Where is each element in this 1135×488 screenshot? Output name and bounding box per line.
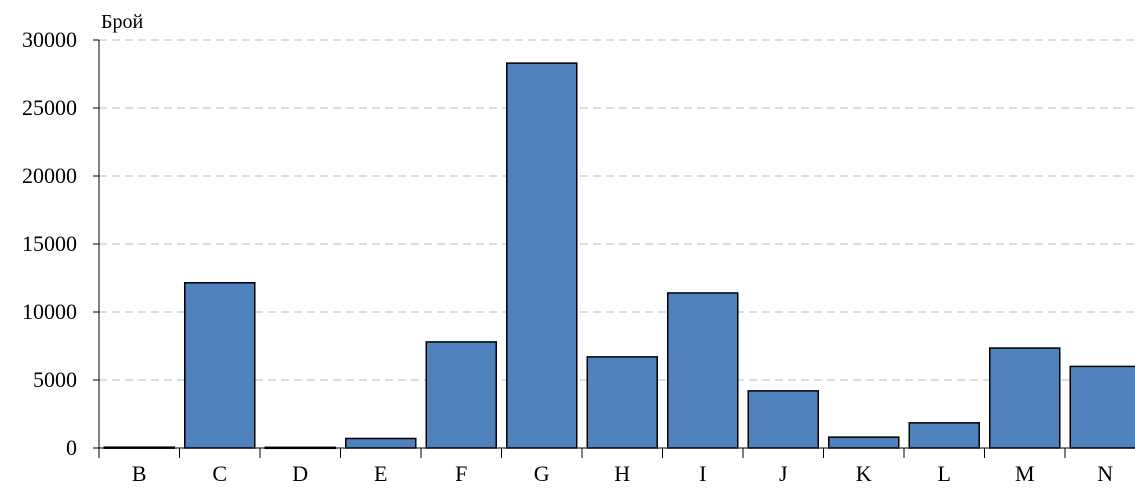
bar-G [506,62,578,449]
x-tick-label: E [374,461,387,486]
y-tick-label: 20000 [22,163,77,188]
x-tick-label: N [1097,461,1113,486]
x-tick-label: J [779,461,788,486]
y-tick-label: 0 [66,435,77,460]
x-tick-label: M [1015,461,1035,486]
gridlines [99,39,1135,381]
bar-E [345,437,417,449]
bar-C [184,282,256,449]
bar-I [667,292,739,449]
bar-L [908,422,980,449]
y-axis-label: Брой [101,11,143,33]
bars [103,62,1135,450]
y-tick-label: 15000 [22,231,77,256]
bar-H [586,356,658,449]
x-tick-label: D [292,461,308,486]
bar-F [425,341,497,449]
y-ticks: 0 5000 10000 15000 20000 25000 30000 [22,27,99,460]
x-tick-label: H [614,461,630,486]
y-tick-label: 10000 [22,299,77,324]
bar-M [989,347,1061,449]
bar-K [828,436,900,449]
y-tick-label: 5000 [33,367,77,392]
y-tick-label: 30000 [22,27,77,52]
x-ticks: B C D E F G H I J K L M N [98,448,1113,486]
x-tick-label: C [212,461,227,486]
x-tick-label: L [938,461,951,486]
x-tick-label: K [856,461,872,486]
x-tick-label: F [455,461,467,486]
bar-N [1069,365,1135,449]
x-tick-label: B [132,461,147,486]
x-tick-label: I [699,461,706,486]
y-tick-label: 25000 [22,95,77,120]
x-tick-label: G [534,461,550,486]
bar-J [747,390,819,449]
